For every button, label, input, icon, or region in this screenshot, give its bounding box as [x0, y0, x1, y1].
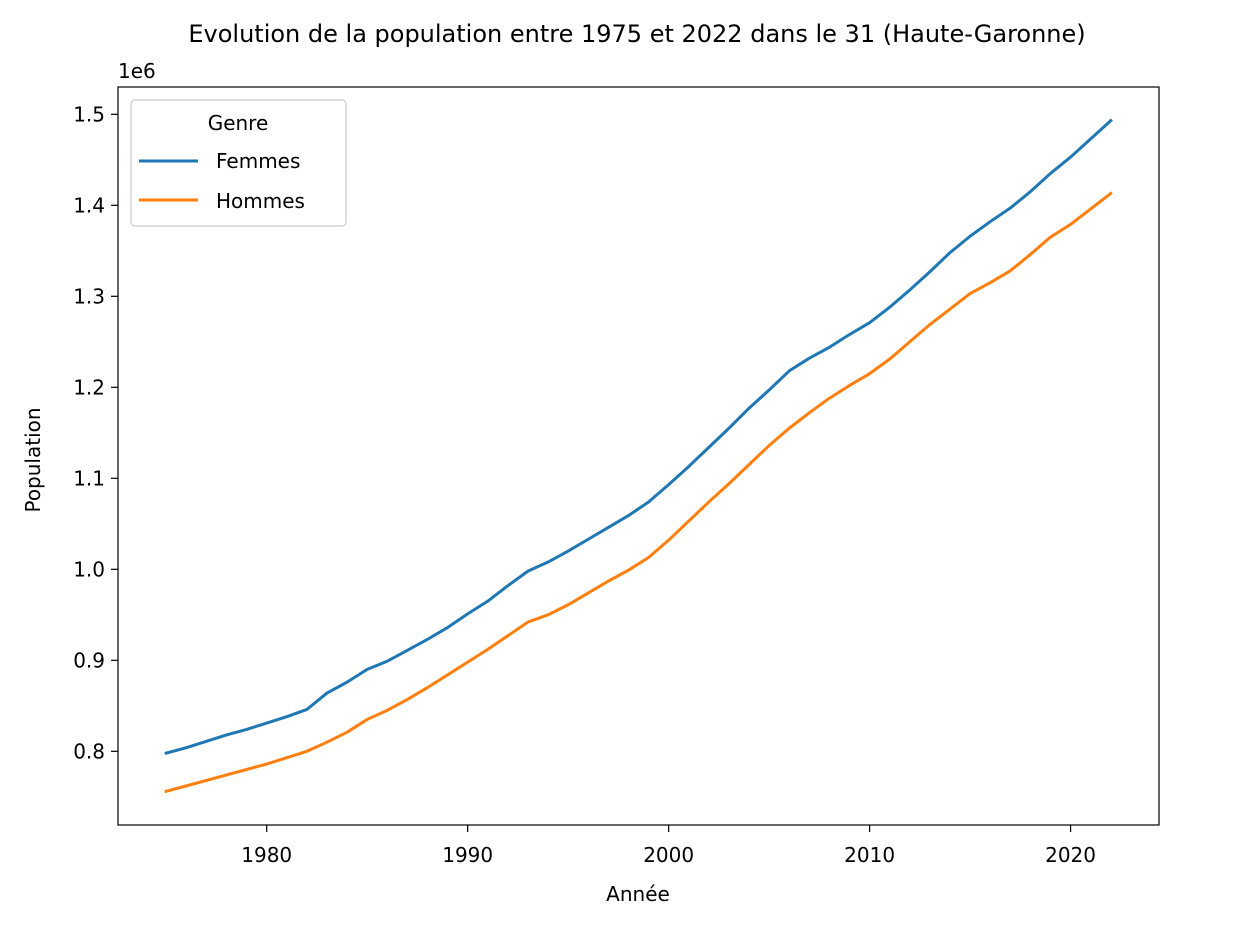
y-tick-label: 1.4	[73, 193, 105, 217]
legend-label-hommes: Hommes	[216, 189, 305, 213]
chart-title: Evolution de la population entre 1975 et…	[188, 20, 1085, 48]
y-offset-label: 1e6	[118, 59, 156, 83]
x-tick-label: 2020	[1045, 843, 1096, 867]
y-axis-ticks: 0.8 0.9 1.0 1.1 1.2 1.3 1.4 1.5	[73, 102, 118, 763]
x-axis-label: Année	[606, 882, 670, 906]
series-line-femmes	[164, 118, 1113, 755]
series-layer	[164, 118, 1113, 794]
legend-box	[130, 99, 347, 227]
series-line-hommes	[164, 191, 1113, 794]
plot-area: 1980 1990 2000 2010 2020 0.8 0.9 1.0 1.1 1.2 1.3 1…	[73, 86, 1160, 867]
x-tick-label: 1980	[241, 843, 292, 867]
y-tick-label: 1.2	[73, 375, 105, 399]
y-tick-label: 1.3	[73, 284, 105, 308]
y-tick-label: 0.8	[73, 739, 105, 763]
x-axis-ticks: 1980 1990 2000 2010 2020	[241, 825, 1096, 867]
y-tick-label: 1.5	[73, 102, 105, 126]
y-tick-label: 0.9	[73, 648, 105, 672]
y-axis-label: Population	[21, 407, 45, 512]
y-tick-label: 1.1	[73, 466, 105, 490]
legend-label-femmes: Femmes	[216, 149, 300, 173]
y-tick-label: 1.0	[73, 557, 105, 581]
x-tick-label: 2000	[643, 843, 694, 867]
legend-title: Genre	[208, 111, 269, 135]
legend: Genre Femmes Hommes	[130, 99, 347, 227]
axes-frame	[117, 86, 1160, 826]
x-tick-label: 1990	[442, 843, 493, 867]
x-tick-label: 2010	[844, 843, 895, 867]
